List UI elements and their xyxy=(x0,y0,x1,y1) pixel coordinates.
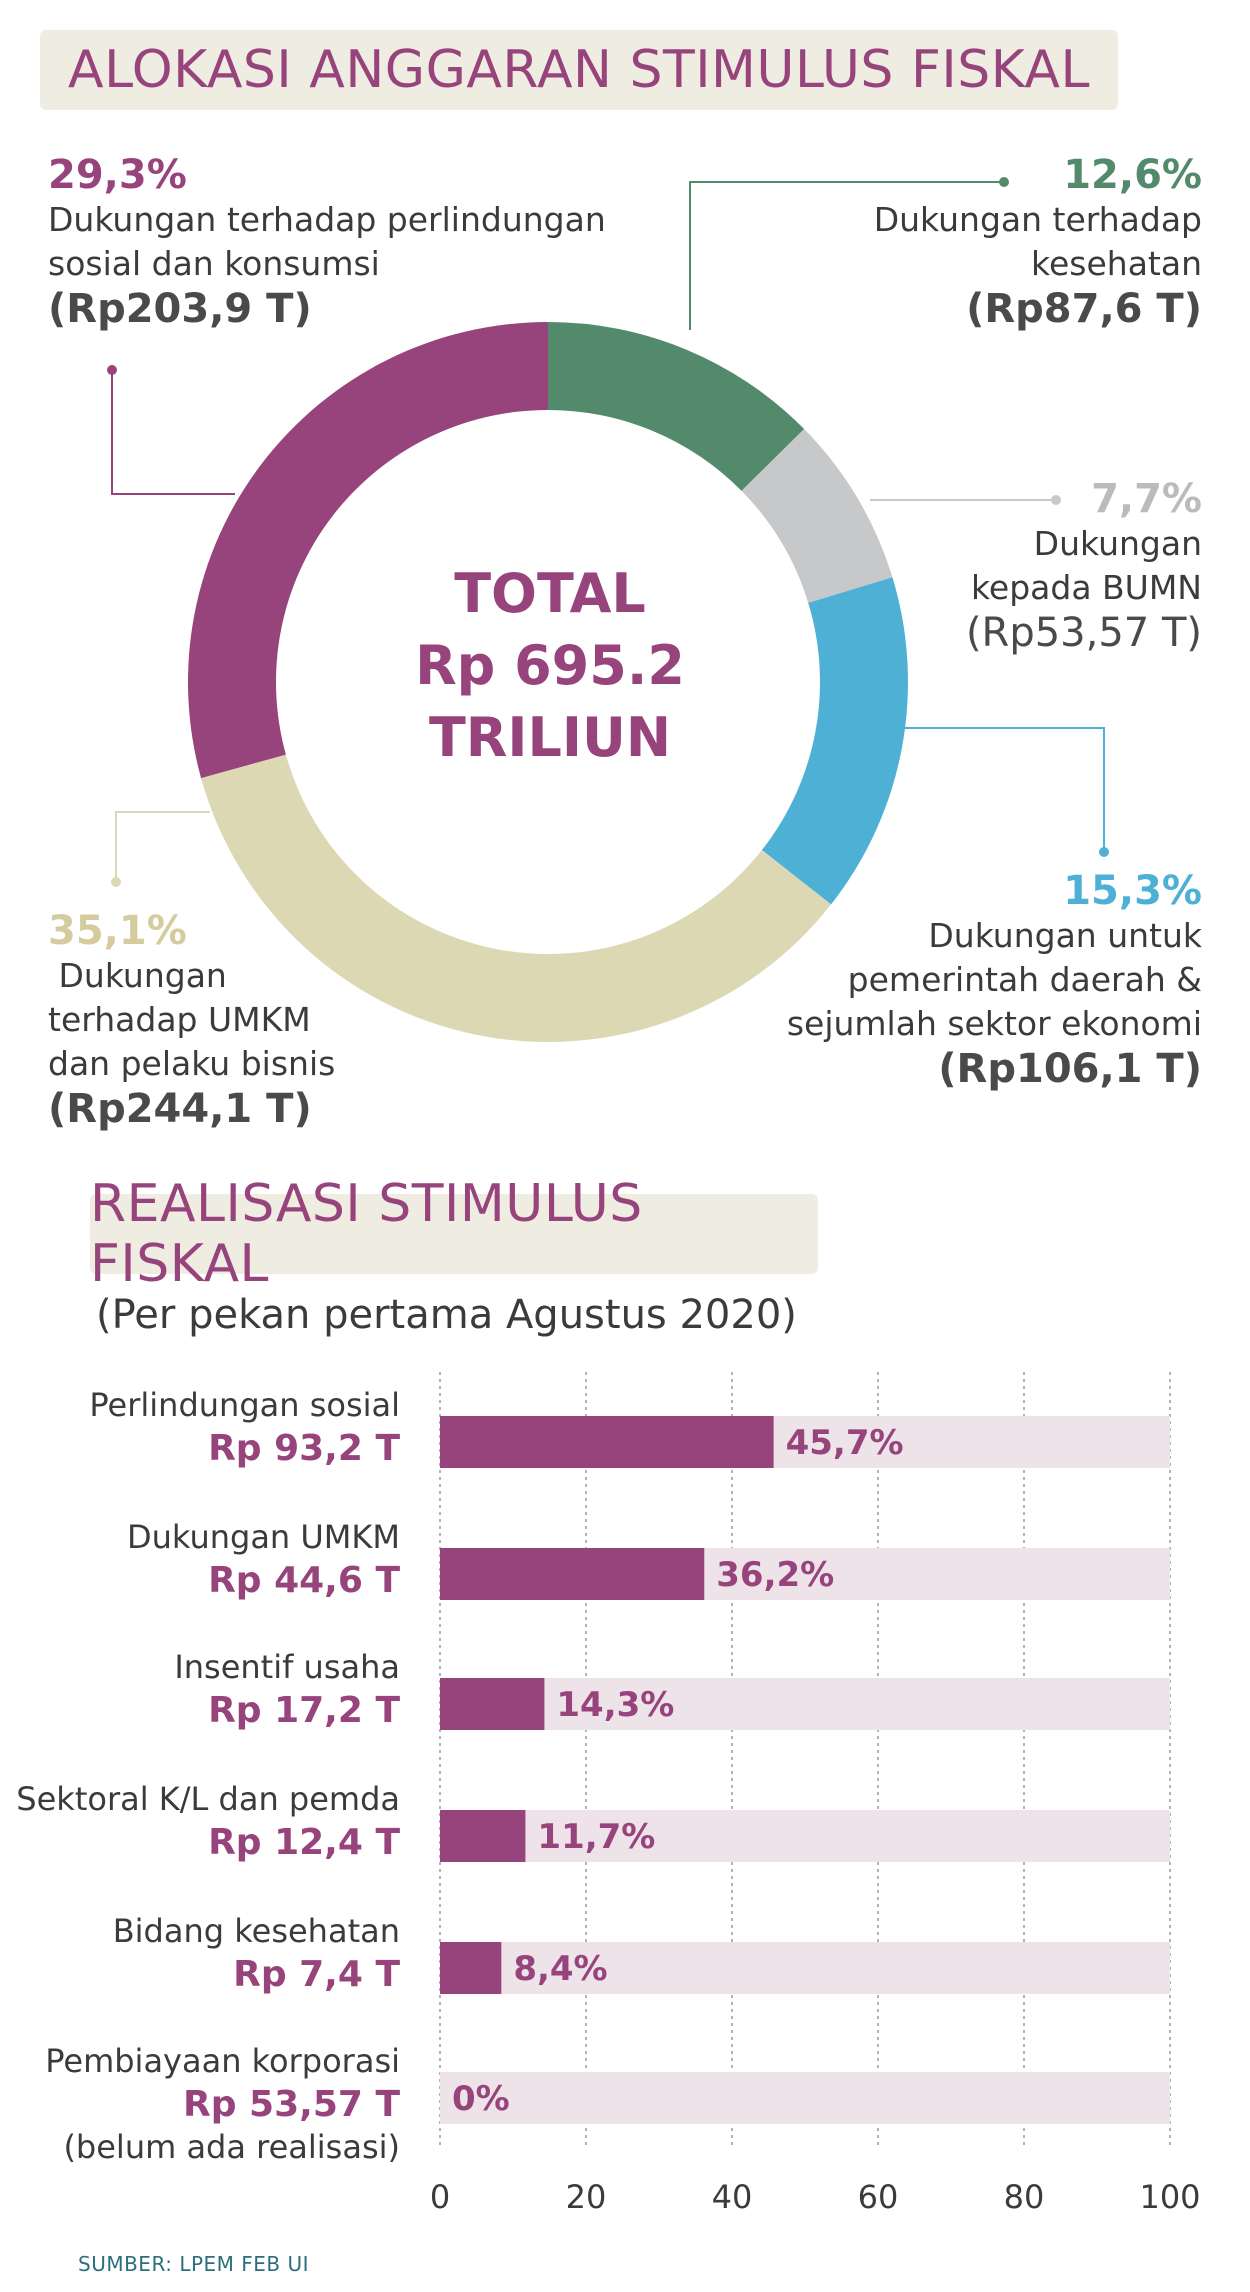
bar-2 xyxy=(440,1678,545,1730)
leader-line-pemda xyxy=(900,727,1109,857)
category-amount: Rp 17,2 T xyxy=(208,1690,400,1731)
desc-pemda-1: Dukungan untuk xyxy=(928,916,1202,955)
desc-kesehatan-2: kesehatan xyxy=(1031,244,1202,283)
pct-bumn: 7,7% xyxy=(1091,476,1202,522)
category-amount: Rp 44,6 T xyxy=(208,1560,400,1601)
bars-title-banner: REALISASI STIMULUS FISKAL xyxy=(90,1174,818,1294)
bar-value-label: 36,2% xyxy=(716,1555,834,1595)
bars-title: REALISASI STIMULUS FISKAL xyxy=(90,1174,643,1294)
desc-perlindungan-2: sosial dan konsumsi xyxy=(48,244,380,283)
pct-kesehatan: 12,6% xyxy=(1063,152,1202,198)
bar-value-label: 8,4% xyxy=(513,1949,607,1989)
leader-line-umkm xyxy=(111,811,210,887)
donut-total: TOTAL Rp 695.2 TRILIUN xyxy=(350,558,750,774)
bar-value-label: 45,7% xyxy=(786,1423,904,1463)
category-label: Sektoral K/L dan pemda xyxy=(16,1780,400,1818)
desc-bumn-2: kepada BUMN xyxy=(970,568,1202,607)
desc-umkm-1: Dukungan xyxy=(48,956,227,995)
x-tick-label-40: 40 xyxy=(712,2178,753,2216)
leader-line-perlindungan xyxy=(107,365,235,495)
donut-chart xyxy=(107,177,1109,1043)
label-bumn: 7,7% Dukungan kepada BUMN (Rp53,57 T) xyxy=(966,476,1202,656)
donut-segment-bumn xyxy=(741,429,893,603)
desc-umkm-3: dan pelaku bisnis xyxy=(48,1044,336,1083)
pct-umkm: 35,1% xyxy=(48,908,187,954)
x-tick-label-60: 60 xyxy=(858,2178,899,2216)
amount-bumn: (Rp53,57 T) xyxy=(965,610,1202,656)
pct-perlindungan: 29,3% xyxy=(48,152,187,198)
donut-title-banner: ALOKASI ANGGARAN STIMULUS FISKAL xyxy=(40,30,1118,110)
x-tick-label-100: 100 xyxy=(1139,2178,1200,2216)
amount-perlindungan: (Rp203,9 T) xyxy=(48,286,312,332)
bar-4 xyxy=(440,1942,502,1994)
bar-0 xyxy=(440,1416,774,1468)
category-amount: Rp 53,57 T xyxy=(183,2084,400,2125)
bar-3 xyxy=(440,1810,526,1862)
x-tick-label-20: 20 xyxy=(566,2178,607,2216)
source-note: SUMBER: LPEM FEB UI xyxy=(78,2252,310,2276)
donut-segment-umkm xyxy=(201,754,832,1043)
bar-value-label: 0% xyxy=(452,2079,510,2119)
bar-1 xyxy=(440,1548,705,1600)
amount-umkm: (Rp244,1 T) xyxy=(48,1086,312,1132)
donut-title: ALOKASI ANGGARAN STIMULUS FISKAL xyxy=(68,40,1090,100)
category-label: Insentif usaha xyxy=(174,1648,400,1686)
category-label: Pembiayaan korporasi xyxy=(45,2042,400,2080)
category-label: Dukungan UMKM xyxy=(126,1518,400,1556)
category-amount: Rp 7,4 T xyxy=(233,1954,400,1995)
desc-kesehatan-1: Dukungan terhadap xyxy=(873,200,1202,239)
donut-total-line1: TOTAL xyxy=(454,562,646,625)
category-label: Perlindungan sosial xyxy=(89,1386,400,1424)
bar-value-label: 14,3% xyxy=(556,1685,674,1725)
bar-value-label: 11,7% xyxy=(537,1817,655,1857)
label-pemda: 15,3% Dukungan untuk pemerintah daerah &… xyxy=(787,868,1202,1092)
category-amount: Rp 12,4 T xyxy=(208,1822,400,1863)
bar-track xyxy=(440,1942,1170,1994)
bar-track xyxy=(440,2072,1170,2124)
category-amount: Rp 93,2 T xyxy=(208,1428,400,1469)
leader-line-kesehatan xyxy=(689,177,1009,330)
pct-pemda: 15,3% xyxy=(1063,868,1202,914)
bar-track xyxy=(440,1678,1170,1730)
category-note: (belum ada realisasi) xyxy=(63,2128,400,2166)
category-label: Bidang kesehatan xyxy=(112,1912,400,1950)
desc-umkm-2: terhadap UMKM xyxy=(48,1000,311,1039)
desc-pemda-3: sejumlah sektor ekonomi xyxy=(786,1004,1202,1043)
donut-segment-perlindungan xyxy=(188,322,548,779)
donut-total-line2: Rp 695.2 xyxy=(415,634,685,697)
label-umkm: 35,1% Dukungan terhadap UMKM dan pelaku … xyxy=(48,908,335,1132)
amount-kesehatan: (Rp87,6 T) xyxy=(966,286,1202,332)
donut-segment-kesehatan xyxy=(548,322,805,491)
x-tick-label-80: 80 xyxy=(1004,2178,1045,2216)
label-kesehatan: 12,6% Dukungan terhadap kesehatan (Rp87,… xyxy=(874,152,1202,332)
bars-subtitle: (Per pekan pertama Agustus 2020) xyxy=(96,1292,797,1338)
leader-line-bumn xyxy=(870,495,1061,505)
bar-track xyxy=(440,1810,1170,1862)
donut-total-line3: TRILIUN xyxy=(428,706,672,769)
label-perlindungan-sosial: 29,3% Dukungan terhadap perlindungan sos… xyxy=(48,152,606,332)
desc-perlindungan-1: Dukungan terhadap perlindungan xyxy=(48,200,606,239)
donut-segment-pemda xyxy=(761,577,909,905)
amount-pemda: (Rp106,1 T) xyxy=(938,1046,1202,1092)
desc-pemda-2: pemerintah daerah & xyxy=(847,960,1202,999)
x-tick-label-0: 0 xyxy=(430,2178,450,2216)
bar-chart: 45,7% 36,2% 14,3% 11,7% 8,4% 0% 0 20 40 60 80 100 xyxy=(430,1372,1201,2216)
desc-bumn-1: Dukungan xyxy=(1033,524,1202,563)
